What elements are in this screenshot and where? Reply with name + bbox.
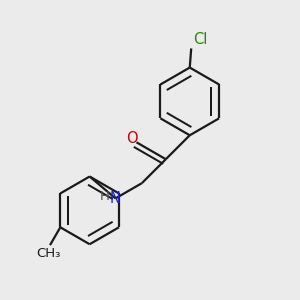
Text: CH₃: CH₃ <box>36 247 61 260</box>
Text: Cl: Cl <box>193 32 207 47</box>
Text: N: N <box>110 191 121 206</box>
Text: O: O <box>126 131 138 146</box>
Text: H: H <box>99 190 109 202</box>
